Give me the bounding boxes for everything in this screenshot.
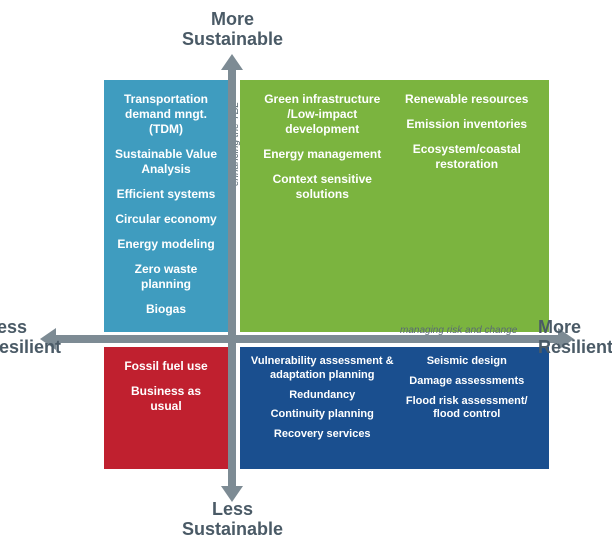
quadrant-item: Context sensitive solutions (250, 172, 395, 202)
quadrant-item: Damage assessments (395, 375, 540, 389)
x-axis-shaft (56, 335, 558, 343)
quadrant-item: Redundancy (250, 389, 395, 403)
quadrant-item: Transportation demand mngt. (TDM) (114, 92, 218, 137)
axis-label-top: MoreSustainable (170, 10, 295, 50)
quadrant-top-left: Transportation demand mngt. (TDM) Sustain… (104, 80, 228, 332)
y-axis-shaft (228, 70, 236, 486)
quadrant-item: Continuity planning (250, 408, 395, 422)
quadrant-item: Efficient systems (114, 187, 218, 202)
quadrant-bottom-left: Fossil fuel use Business as usual (104, 347, 228, 469)
quadrant-item: Recovery services (250, 428, 395, 442)
quadrant-item: Ecosystem/coastal restoration (395, 142, 540, 172)
quadrant-item: Vulnerability assessment & adaptation pl… (250, 355, 395, 383)
quadrant-column: Vulnerability assessment & adaptation pl… (250, 355, 395, 448)
quadrant-column: Green infrastructure /Low-impact develop… (250, 92, 395, 212)
quadrant-item: Energy modeling (114, 237, 218, 252)
quadrant-item: Flood risk assessment/ flood control (395, 395, 540, 423)
quadrant-item: Biogas (114, 302, 218, 317)
quadrant-column: Renewable resources Emission inventories E… (395, 92, 540, 182)
quadrant-item: Fossil fuel use (114, 359, 218, 374)
quadrant-item: Seismic design (395, 355, 540, 369)
y-axis-arrow-up (221, 54, 243, 70)
quadrant-bottom-right: Vulnerability assessment & adaptation pl… (240, 347, 549, 469)
quadrant-column: Seismic design Damage assessments Flood ri… (395, 355, 540, 428)
quadrant-top-right: Green infrastructure /Low-impact develop… (240, 80, 549, 332)
quadrant-item: Circular economy (114, 212, 218, 227)
quadrant-item: Energy management (250, 147, 395, 162)
quadrant-item: Renewable resources (395, 92, 540, 107)
quadrant-item: Sustainable Value Analysis (114, 147, 218, 177)
quadrant-item: Zero waste planning (114, 262, 218, 292)
quadrant-diagram: Transportation demand mngt. (TDM) Sustain… (0, 0, 612, 543)
axis-label-right: MoreResilient (538, 318, 612, 358)
quadrant-item: Business as usual (114, 384, 218, 414)
quadrant-item: Emission inventories (395, 117, 540, 132)
axis-label-left: LessResilient (0, 318, 86, 358)
axis-label-bottom: LessSustainable (180, 500, 285, 540)
quadrant-item: Green infrastructure /Low-impact develop… (250, 92, 395, 137)
